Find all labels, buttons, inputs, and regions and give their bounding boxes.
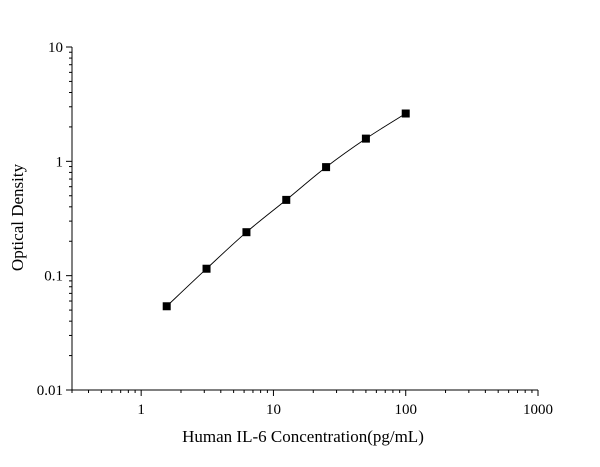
y-tick-label: 0.01 bbox=[37, 383, 63, 399]
data-point bbox=[202, 264, 211, 273]
data-points bbox=[162, 109, 410, 311]
y-tick-label: 0.1 bbox=[44, 269, 63, 285]
x-tick-label: 1000 bbox=[523, 402, 553, 418]
axes bbox=[71, 47, 538, 391]
x-tick-label: 1 bbox=[137, 402, 145, 418]
y-axis-title: Optical Density bbox=[8, 163, 27, 271]
y-tick-label: 1 bbox=[56, 154, 64, 170]
data-point bbox=[322, 163, 331, 172]
data-point bbox=[401, 109, 410, 118]
data-point bbox=[282, 195, 291, 204]
tick-labels: 0.01 0.1 1 10 1 10 100 1000 bbox=[37, 40, 553, 418]
data-point bbox=[242, 228, 251, 237]
y-tick-label: 10 bbox=[48, 40, 63, 56]
x-axis-title: Human IL-6 Concentration(pg/mL) bbox=[182, 427, 424, 446]
x-tick-label: 100 bbox=[394, 402, 417, 418]
ticks bbox=[66, 46, 539, 396]
data-point bbox=[361, 134, 370, 143]
x-tick-label: 10 bbox=[266, 402, 281, 418]
data-point bbox=[162, 302, 171, 311]
